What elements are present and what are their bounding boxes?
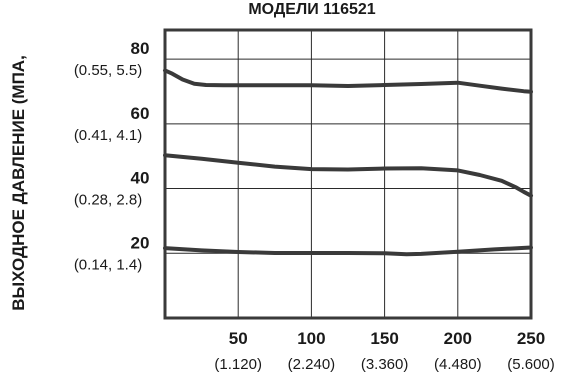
x-tick-label-2: 150 (370, 329, 398, 348)
y-tick-label-0: 20 (131, 233, 150, 252)
y-tick-label-2: 60 (131, 104, 150, 123)
x-tick-labels: 50 (1.120) 100 (2.240) 150 (3.360) 200 (4.480) 2… (214, 329, 554, 373)
x-tick-sublabel-3: (4.480) (434, 356, 482, 373)
y-axis-label: ВЫХОДНОЕ ДАВЛЕНИЕ (МПА, (9, 55, 28, 311)
x-tick-label-1: 100 (297, 329, 325, 348)
x-tick-label-3: 200 (444, 329, 472, 348)
series-lines (163, 68, 533, 257)
x-tick-sublabel-0: (1.120) (214, 356, 262, 373)
series-line-0 (163, 68, 533, 94)
y-tick-label-3: 80 (131, 39, 150, 58)
plot-frame (163, 28, 533, 320)
x-tick-sublabel-2: (3.360) (361, 356, 409, 373)
y-tick-sublabel-1: (0.28, 2.8) (74, 192, 142, 209)
y-tick-sublabel-0: (0.14, 1.4) (74, 256, 142, 273)
series-line-1 (163, 153, 533, 198)
y-tick-label-1: 40 (131, 169, 150, 188)
y-tick-sublabel-2: (0.41, 4.1) (74, 127, 142, 144)
x-tick-sublabel-4: (5.600) (507, 356, 555, 373)
chart-title: МОДЕЛИ 116521 (248, 1, 375, 18)
x-tick-label-0: 50 (229, 329, 248, 348)
x-tick-label-4: 250 (517, 329, 545, 348)
y-tick-sublabel-3: (0.55, 5.5) (74, 62, 142, 79)
series-line-2 (163, 245, 533, 257)
y-tick-labels: 20 (0.14, 1.4) 40 (0.28, 2.8) 60 (0.41, 4.1) 8… (74, 39, 150, 273)
x-tick-sublabel-1: (2.240) (288, 356, 336, 373)
